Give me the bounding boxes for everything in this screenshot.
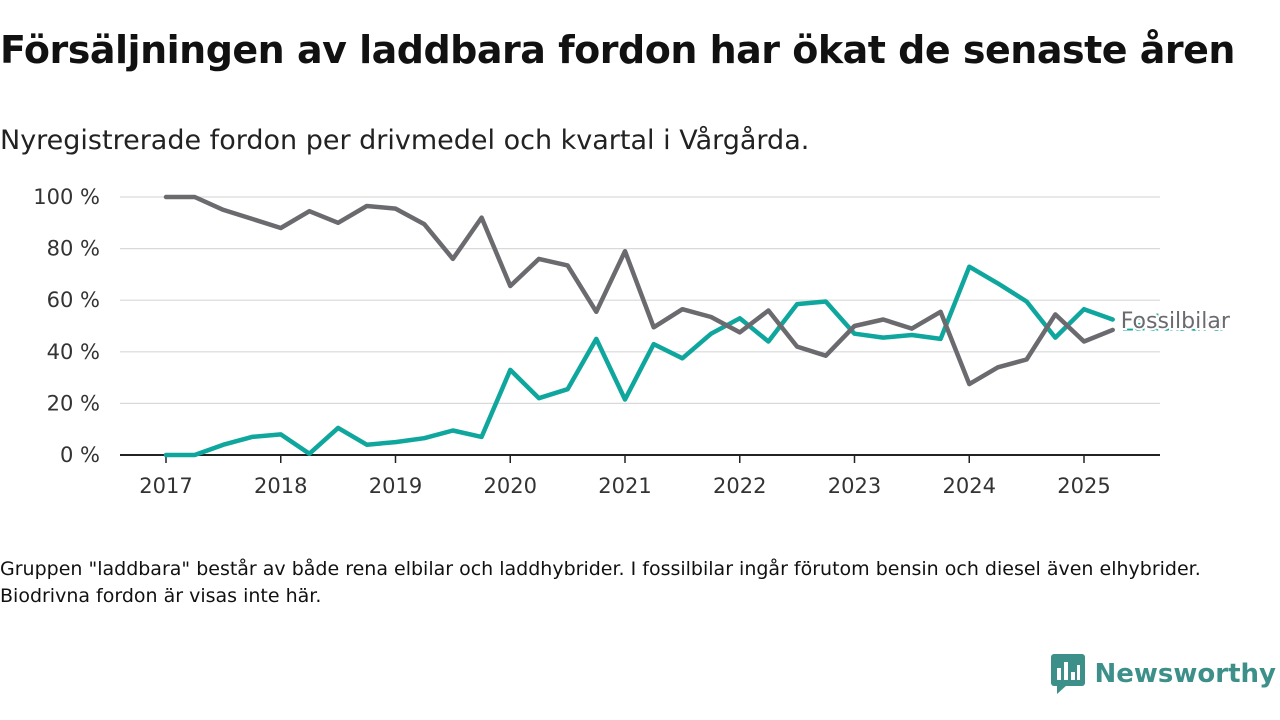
series-line-laddbara	[163, 264, 1115, 458]
brand-name: Newsworthy	[1094, 659, 1276, 689]
line-chart: 0 % 20 % 40 % 60 % 80 % 100 % 2017 2018 2019 202…	[33, 185, 1233, 498]
y-tick-label: 40 %	[47, 340, 100, 364]
y-tick-label: 20 %	[47, 391, 100, 415]
y-tick-label: 0 %	[60, 443, 100, 467]
x-tick-label: 2019	[369, 474, 422, 498]
x-tick-label: 2022	[713, 474, 766, 498]
chart-title: Försäljningen av laddbara fordon har öka…	[0, 28, 1235, 72]
y-tick-label: 60 %	[47, 288, 100, 312]
x-tick-label: 2018	[254, 474, 307, 498]
y-axis-ticks: 0 % 20 % 40 % 60 % 80 % 100 %	[33, 185, 100, 467]
series-line-fossilbilar	[163, 194, 1115, 387]
x-tick-label: 2021	[598, 474, 651, 498]
x-tick-label: 2023	[828, 474, 881, 498]
x-tick-label: 2024	[943, 474, 996, 498]
footnote: Gruppen "laddbara" består av både rena e…	[0, 558, 1201, 607]
series-lines	[163, 194, 1115, 458]
x-axis-ticks: 2017 2018 2019 2020 2021 2022 2023 2024 2025	[139, 455, 1111, 498]
x-tick-label: 2025	[1057, 474, 1110, 498]
brand-logo: Newsworthy	[1050, 654, 1276, 694]
series-label-fossilbilar: Fossilbilar	[1121, 309, 1231, 334]
y-tick-label: 100 %	[33, 185, 100, 209]
y-tick-label: 80 %	[47, 237, 100, 261]
series-label-laddbara: Laddbara	[1121, 312, 1225, 337]
gridlines	[120, 196, 1160, 456]
chart-subtitle: Nyregistrerade fordon per drivmedel och …	[0, 125, 810, 156]
x-tick-label: 2020	[484, 474, 537, 498]
x-tick-label: 2017	[139, 474, 192, 498]
bar-chart-speech-bubble-icon	[1050, 654, 1085, 694]
